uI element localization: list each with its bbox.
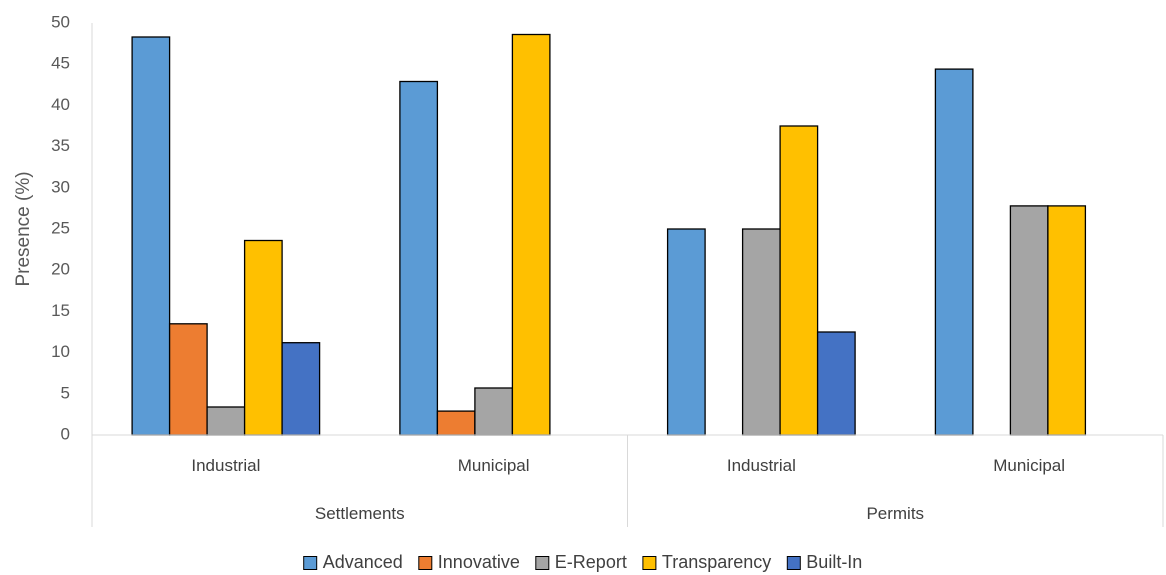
bar-innovative: [436, 410, 476, 436]
legend-swatch: [303, 556, 318, 570]
legend-item: Innovative: [418, 552, 520, 572]
bar-transparency: [243, 239, 283, 436]
bar-advanced: [131, 36, 171, 436]
bar-e-report: [474, 387, 514, 436]
legend-swatch: [535, 556, 550, 570]
x-category-label: Municipal: [993, 456, 1065, 475]
y-axis-title: Presence (%): [13, 171, 34, 286]
x-group-label: Settlements: [315, 504, 405, 523]
legend-label: Advanced: [323, 552, 403, 572]
y-tick-label: 30: [51, 177, 70, 196]
legend-label: E-Report: [555, 552, 627, 572]
y-tick-label: 50: [51, 12, 70, 31]
y-tick-label: 45: [51, 54, 70, 73]
y-tick-label: 10: [51, 342, 70, 361]
y-tick-label: 35: [51, 136, 70, 155]
bar-advanced: [399, 80, 439, 436]
x-group-label: Permits: [866, 504, 924, 523]
x-category-label: Municipal: [458, 456, 530, 475]
bar-e-report: [741, 228, 781, 436]
y-tick-label: 5: [61, 383, 70, 402]
legend-item: E-Report: [535, 552, 627, 572]
y-tick-label: 40: [51, 95, 70, 114]
y-tick-label: 25: [51, 218, 70, 237]
y-axis-ticks: 0 5 10 15 20 25 30 35 40 45 50: [51, 12, 70, 443]
bar-e-report: [206, 406, 246, 436]
bar-advanced: [666, 228, 706, 436]
legend-label: Transparency: [662, 552, 771, 572]
bar-innovative: [168, 323, 208, 436]
legend-item: Transparency: [642, 552, 771, 572]
y-tick-label: 20: [51, 260, 70, 279]
legend-swatch: [786, 556, 801, 570]
legend-label: Innovative: [438, 552, 520, 572]
legend: Advanced Innovative E-Report Transparency Bu…: [303, 552, 862, 572]
bar-e-report: [1009, 205, 1049, 436]
bar-built-in: [281, 342, 321, 436]
bar-built-in: [816, 331, 856, 436]
bars: [131, 33, 1087, 436]
legend-label: Built-In: [806, 552, 862, 572]
bar-transparency: [779, 125, 819, 436]
category-labels: Industrial Municipal Industrial Municipal Se…: [191, 456, 1065, 523]
legend-item: Advanced: [303, 552, 403, 572]
legend-swatch: [418, 556, 433, 570]
x-category-label: Industrial: [727, 456, 796, 475]
legend-item: Built-In: [786, 552, 862, 572]
axes: [91, 23, 1164, 527]
legend-swatch: [642, 556, 657, 570]
x-category-label: Industrial: [191, 456, 260, 475]
bar-advanced: [934, 68, 974, 436]
bar-transparency: [1047, 205, 1087, 436]
y-tick-label: 0: [61, 424, 70, 443]
y-tick-label: 15: [51, 301, 70, 320]
bar-transparency: [511, 33, 551, 436]
